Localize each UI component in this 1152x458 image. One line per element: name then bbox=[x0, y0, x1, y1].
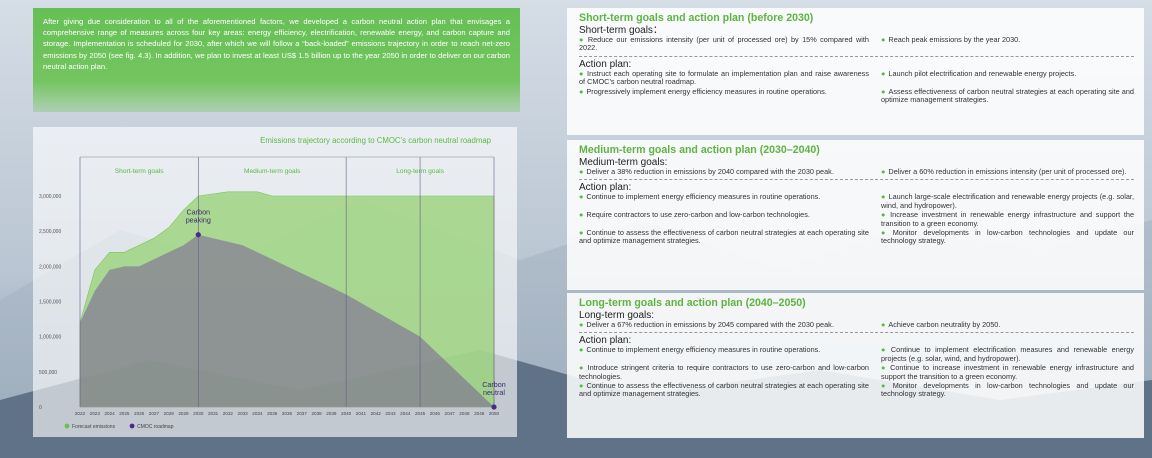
action-item: Monitor developments in low-carbon techn… bbox=[881, 229, 1134, 246]
x-tick-label: 2023 bbox=[90, 411, 101, 416]
x-tick-label: 2036 bbox=[282, 411, 293, 416]
action-item: Launch large-scale electrification and r… bbox=[881, 193, 1134, 210]
action-item: Launch pilot electrification and renewab… bbox=[881, 70, 1134, 87]
chart: Emissions trajectory according to CMOC’s… bbox=[33, 127, 517, 437]
x-tick-label: 2034 bbox=[252, 411, 263, 416]
actions-list: Instruct each operating site to formulat… bbox=[579, 70, 1134, 105]
phase-label: Long-term goals bbox=[396, 168, 444, 175]
action-item: Monitor developments in low-carbon techn… bbox=[881, 382, 1134, 399]
x-tick-label: 2026 bbox=[134, 411, 145, 416]
action-item: Progressively implement energy efficienc… bbox=[579, 88, 869, 105]
x-tick-label: 2031 bbox=[208, 411, 219, 416]
actions-list: Continue to implement energy efficiency … bbox=[579, 193, 1134, 245]
legend-label: CMOC roadmap bbox=[137, 424, 174, 430]
goal-item: Reach peak emissions by the year 2030. bbox=[881, 36, 1134, 53]
x-tick-label: 2040 bbox=[341, 411, 352, 416]
section-title: Long-term goals and action plan (2040–20… bbox=[579, 297, 1134, 309]
chart-title: Emissions trajectory according to CMOC’s… bbox=[260, 136, 491, 145]
x-tick-label: 2043 bbox=[385, 411, 396, 416]
goals-list: Deliver a 67% reduction in emissions by … bbox=[579, 321, 1134, 329]
x-tick-label: 2037 bbox=[297, 411, 308, 416]
intro-text: After giving due consideration to all of… bbox=[33, 8, 520, 112]
action-item: Continue to implement energy efficiency … bbox=[579, 193, 869, 210]
x-tick-label: 2039 bbox=[326, 411, 337, 416]
x-tick-label: 2027 bbox=[149, 411, 160, 416]
phase-label: Short-term goals bbox=[115, 168, 164, 175]
separator bbox=[579, 332, 1134, 333]
goal-item: Deliver a 38% reduction in emissions by … bbox=[579, 168, 869, 176]
x-tick-label: 2030 bbox=[193, 411, 204, 416]
action-item: Continue to increase investment in renew… bbox=[881, 364, 1134, 381]
x-tick-label: 2046 bbox=[430, 411, 441, 416]
action-item: Continue to implement electrification me… bbox=[881, 346, 1134, 363]
x-tick-label: 2042 bbox=[371, 411, 382, 416]
x-tick-label: 2044 bbox=[400, 411, 411, 416]
y-tick-label: 2,500,000 bbox=[39, 229, 61, 235]
goals-panel: Short-term goals and action plan (before… bbox=[567, 8, 1144, 438]
x-tick-label: 2038 bbox=[311, 411, 322, 416]
x-tick-label: 2041 bbox=[356, 411, 367, 416]
goal-item: Reduce our emissions intensity (per unit… bbox=[579, 36, 869, 53]
x-tick-label: 2032 bbox=[223, 411, 234, 416]
x-tick-label: 2028 bbox=[164, 411, 175, 416]
action-item: Continue to assess the effectiveness of … bbox=[579, 229, 869, 246]
y-tick-label: 1,000,000 bbox=[39, 335, 61, 341]
action-item: Require contractors to use zero-carbon a… bbox=[579, 211, 869, 228]
goal-item: Achieve carbon neutrality by 2050. bbox=[881, 321, 1134, 329]
action-item: Increase investment in renewable energy … bbox=[881, 211, 1134, 228]
action-item: Introduce stringent criteria to require … bbox=[579, 364, 869, 381]
x-tick-label: 2024 bbox=[104, 411, 115, 416]
goal-section: Short-term goals and action plan (before… bbox=[567, 8, 1144, 135]
x-tick-label: 2022 bbox=[75, 411, 86, 416]
y-tick-label: 3,000,000 bbox=[39, 194, 61, 200]
actions-list: Continue to implement energy efficiency … bbox=[579, 346, 1134, 398]
x-tick-label: 2049 bbox=[474, 411, 485, 416]
goals-list: Deliver a 38% reduction in emissions by … bbox=[579, 168, 1134, 176]
legend-swatch bbox=[65, 424, 70, 429]
x-tick-label: 2048 bbox=[459, 411, 470, 416]
y-tick-label: 2,000,000 bbox=[39, 264, 61, 270]
x-tick-label: 2045 bbox=[415, 411, 426, 416]
page: After giving due consideration to all of… bbox=[0, 0, 1152, 458]
y-tick-label: 1,500,000 bbox=[39, 300, 61, 306]
annotation-point bbox=[491, 404, 496, 409]
section-title: Medium-term goals and action plan (2030–… bbox=[579, 144, 1134, 156]
x-tick-label: 2025 bbox=[119, 411, 130, 416]
x-tick-label: 2050 bbox=[489, 411, 500, 416]
action-item: Instruct each operating site to formulat… bbox=[579, 70, 869, 87]
x-tick-label: 2033 bbox=[238, 411, 249, 416]
annotation-point bbox=[196, 232, 201, 237]
x-tick-label: 2047 bbox=[445, 411, 456, 416]
action-item: Continue to assess the effectiveness of … bbox=[579, 382, 869, 399]
legend-label: Forecast emissions bbox=[72, 424, 116, 430]
y-tick-label: 0 bbox=[39, 405, 42, 411]
phase-label: Medium-term goals bbox=[244, 168, 301, 175]
legend-swatch bbox=[130, 424, 135, 429]
section-title: Short-term goals and action plan (before… bbox=[579, 12, 1134, 24]
separator bbox=[579, 56, 1134, 57]
action-item: Continue to implement energy efficiency … bbox=[579, 346, 869, 363]
action-item: Assess effectiveness of carbon neutral s… bbox=[881, 88, 1134, 105]
goals-list: Reduce our emissions intensity (per unit… bbox=[579, 36, 1134, 53]
goal-section: Medium-term goals and action plan (2030–… bbox=[567, 140, 1144, 290]
x-tick-label: 2035 bbox=[267, 411, 278, 416]
goal-section: Long-term goals and action plan (2040–20… bbox=[567, 293, 1144, 438]
goal-item: Deliver a 60% reduction in emissions int… bbox=[881, 168, 1134, 176]
goal-item: Deliver a 67% reduction in emissions by … bbox=[579, 321, 869, 329]
y-tick-label: 500,000 bbox=[39, 370, 57, 376]
x-tick-label: 2029 bbox=[178, 411, 189, 416]
separator bbox=[579, 179, 1134, 180]
